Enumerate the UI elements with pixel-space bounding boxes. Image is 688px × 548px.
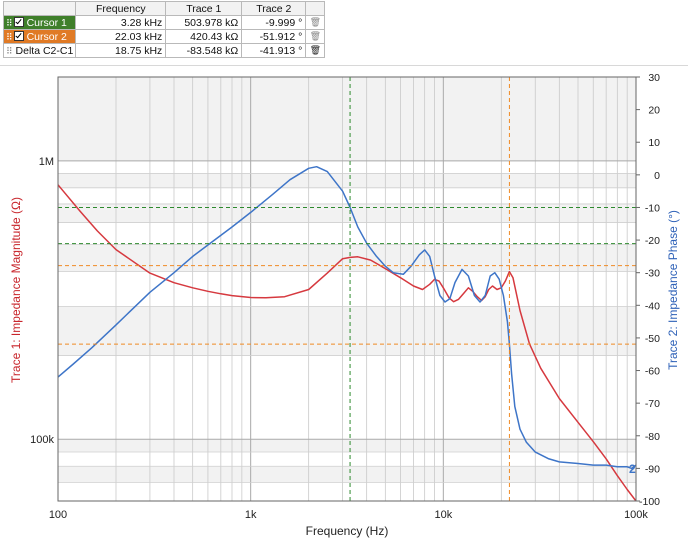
x-tick-label: 100k — [624, 509, 648, 521]
y-axis-right-label: Trace 2: Impedance Phase (°) — [666, 210, 680, 370]
plot-band — [58, 306, 636, 356]
drag-handle-icon[interactable]: ⠿ — [6, 31, 13, 42]
y-right-tick-label: -10 — [645, 202, 660, 214]
cursor-1-name-cell[interactable]: ⠿ Cursor 1 — [2, 15, 77, 30]
cursor-1-frequency: 3.28 kHz — [75, 15, 167, 30]
y-right-tick-label: -40 — [645, 300, 660, 312]
header-frequency: Frequency — [75, 1, 167, 16]
header-blank — [2, 1, 77, 16]
y-left-tick-label: 1M — [39, 156, 54, 168]
y-axis-left-label: Trace 1: Impedance Magnitude (Ω) — [9, 197, 23, 383]
delta-name-cell[interactable]: ⠿ Delta C2-C1 — [2, 43, 77, 58]
x-tick-label: 1k — [245, 509, 257, 521]
delta-trace2: -41.913 ° — [241, 43, 307, 58]
y-right-tick-label: 0 — [654, 170, 660, 182]
drag-handle-icon[interactable]: ⠿ — [6, 45, 13, 56]
y-left-tick-label: 100k — [30, 434, 54, 446]
cursor-table: Frequency Trace 1 Trace 2 ⠿ Cursor 1 3.28… — [2, 1, 326, 58]
cursor-2-name-cell[interactable]: ⠿ Cursor 2 — [2, 29, 77, 44]
trace2-end-marker: 2 — [629, 462, 636, 476]
plot-band — [58, 77, 636, 161]
toolbar-divider — [0, 65, 688, 66]
cursor-2-label: Cursor 2 — [26, 30, 67, 43]
plot-band — [58, 173, 636, 188]
series-layer — [57, 165, 637, 502]
y-right-tick-label: -100 — [639, 496, 660, 508]
x-tick-label: 100 — [49, 509, 67, 521]
trash-icon[interactable]: 🗑 — [305, 43, 326, 58]
y-right-tick-label: -20 — [645, 235, 660, 247]
cursor-layer[interactable] — [58, 77, 636, 501]
plot-band — [58, 203, 636, 223]
cursor-row-delta[interactable]: ⠿ Delta C2-C1 18.75 kHz -83.548 kΩ -41.9… — [2, 43, 326, 58]
cursor-2-checkbox[interactable] — [13, 30, 24, 41]
y-right-tick-label: -30 — [645, 268, 660, 280]
x-axis-label: Frequency (Hz) — [306, 524, 389, 538]
cursor-row-2[interactable]: ⠿ Cursor 2 22.03 kHz 420.43 kΩ -51.912 ° … — [2, 29, 326, 44]
delta-label: Delta C2-C1 — [15, 44, 74, 57]
y-right-tick-label: -50 — [645, 333, 660, 345]
plot-band — [58, 439, 636, 452]
x-tick-label: 10k — [434, 509, 452, 521]
series-line-1 — [57, 184, 637, 502]
delta-trace1: -83.548 kΩ — [165, 43, 243, 58]
plot-background — [58, 77, 636, 501]
y-right-tick-label: -90 — [645, 463, 660, 475]
plot-frame — [57, 76, 637, 502]
cursor-1-checkbox[interactable] — [13, 16, 24, 27]
cursor-2-trace1: 420.43 kΩ — [165, 29, 243, 44]
cursor-1-trace1: 503.978 kΩ — [165, 15, 243, 30]
y-right-tick-label: -80 — [645, 431, 660, 443]
y-right-tick-label: 30 — [648, 72, 660, 84]
series-line-2 — [57, 165, 637, 470]
drag-handle-icon[interactable]: ⠿ — [6, 17, 13, 28]
delta-frequency: 18.75 kHz — [75, 43, 167, 58]
plot-band — [58, 466, 636, 483]
header-trace2: Trace 2 — [241, 1, 307, 16]
y-right-tick-label: -70 — [645, 398, 660, 410]
y-right-tick-label: -60 — [645, 366, 660, 378]
y-right-tick-label: 20 — [648, 105, 660, 117]
y-right-tick-label: 10 — [648, 137, 660, 149]
cursor-1-label: Cursor 1 — [26, 16, 67, 29]
